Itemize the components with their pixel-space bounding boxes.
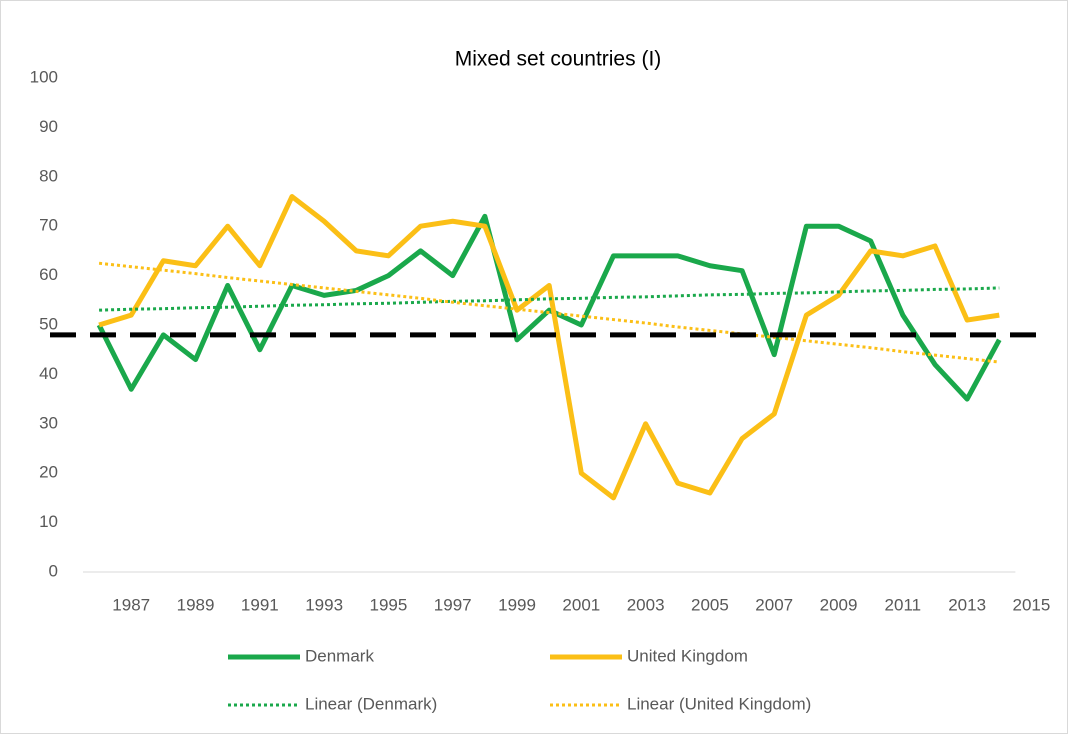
series-line <box>99 286 1000 312</box>
legend-label: Linear (Denmark) <box>305 694 437 713</box>
y-tick-label: 60 <box>39 265 58 284</box>
x-tick-label: 1995 <box>370 595 408 614</box>
x-tick-label: 2009 <box>820 595 858 614</box>
y-tick-label: 30 <box>39 413 58 432</box>
series-line <box>98 194 1000 501</box>
y-tick-label: 0 <box>49 561 58 580</box>
y-tick-label: 10 <box>39 512 58 531</box>
y-tick-label: 50 <box>39 314 58 333</box>
x-tick-label: 1997 <box>434 595 472 614</box>
x-tick-label: 1991 <box>241 595 279 614</box>
x-tick-label: 1987 <box>112 595 150 614</box>
y-tick-label: 80 <box>39 166 58 185</box>
y-tick-label: 70 <box>39 216 58 235</box>
x-tick-label: 2015 <box>1013 595 1051 614</box>
y-tick-label: 90 <box>39 117 58 136</box>
chart-title: Mixed set countries (I) <box>455 48 662 71</box>
x-tick-label: 1999 <box>498 595 536 614</box>
x-tick-label: 1993 <box>305 595 343 614</box>
legend-label: United Kingdom <box>627 646 748 665</box>
y-tick-label: 20 <box>39 463 58 482</box>
x-tick-label: 2001 <box>562 595 600 614</box>
x-tick-label: 2005 <box>691 595 729 614</box>
x-tick-label: 1989 <box>177 595 215 614</box>
legend-label: Denmark <box>305 646 374 665</box>
series-line <box>96 213 1002 402</box>
x-tick-label: 2003 <box>627 595 665 614</box>
y-tick-label: 40 <box>39 364 58 383</box>
y-tick-label: 100 <box>30 67 58 86</box>
x-tick-label: 2007 <box>755 595 793 614</box>
x-tick-label: 2011 <box>885 595 922 614</box>
x-tick-label: 2013 <box>948 595 986 614</box>
series-line <box>98 261 1000 364</box>
legend-label: Linear (United Kingdom) <box>627 694 811 713</box>
